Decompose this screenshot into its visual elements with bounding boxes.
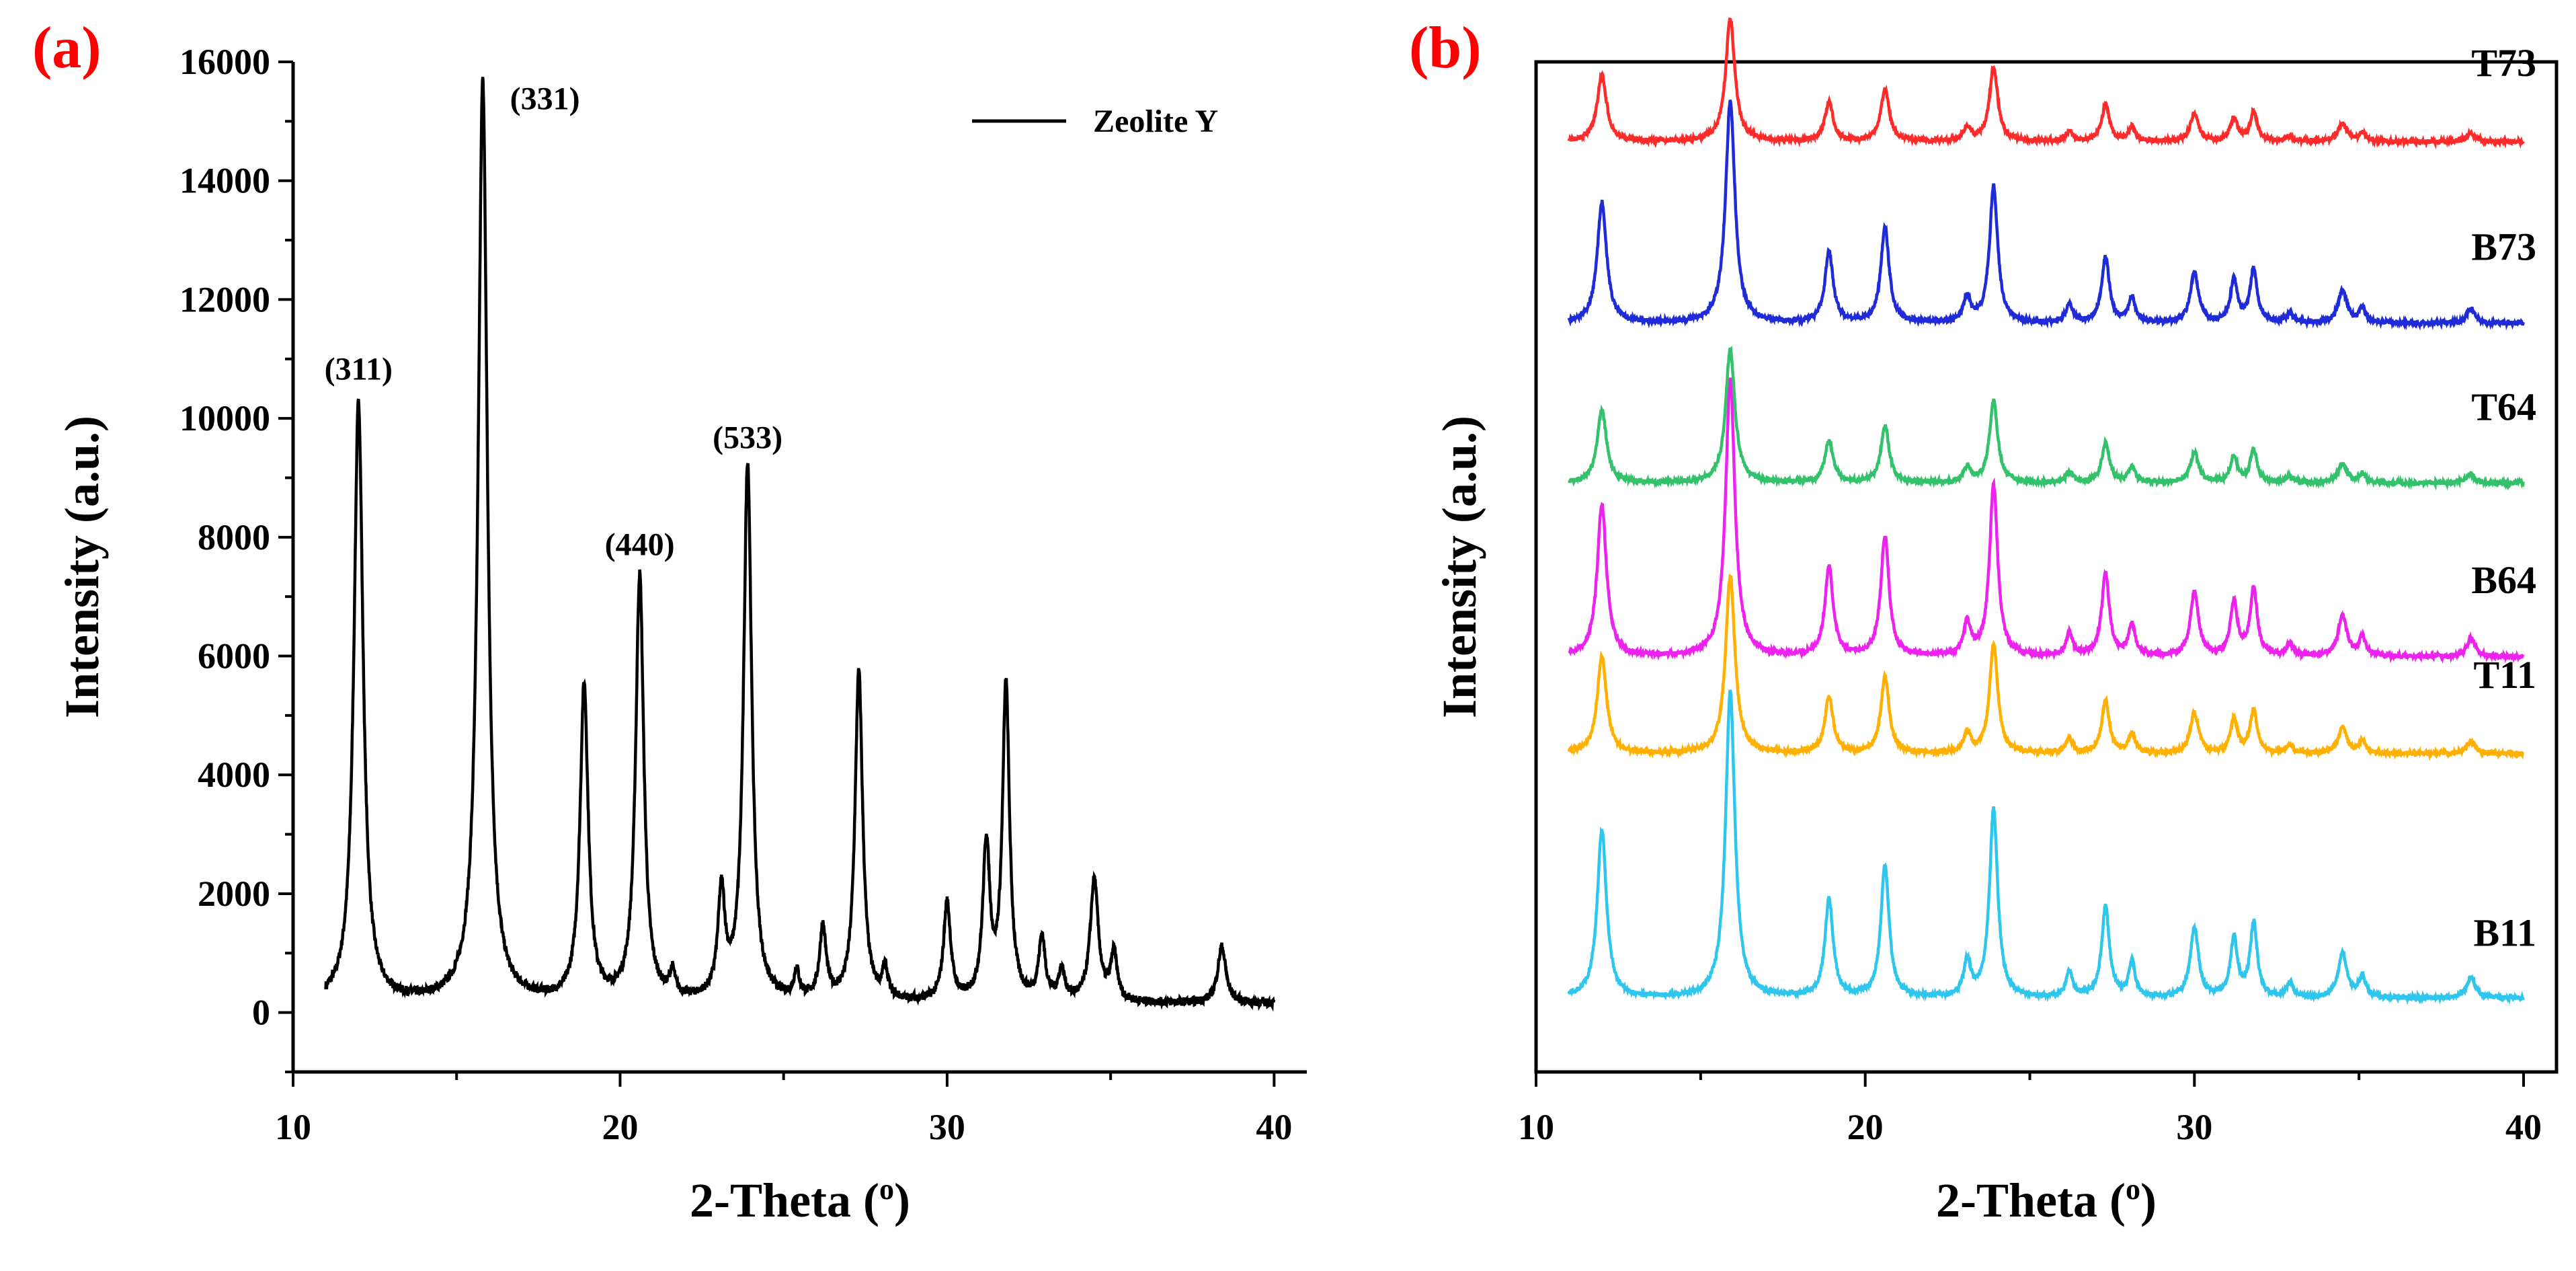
panel-b-series-b64 (1568, 377, 2525, 664)
panel-b-series-label-b11: B11 (2474, 911, 2537, 954)
panel-a-ytick-label: 0 (252, 993, 270, 1033)
panel-a-peak-annotation: (533) (713, 420, 782, 455)
panel-b-label: (b) (1409, 15, 1482, 81)
panel-b-series-t64 (1568, 345, 2525, 491)
panel-a-xtick-label: 20 (602, 1107, 638, 1147)
panel-a-legend-label: Zeolite Y (1093, 104, 1218, 139)
panel-b-ylabel: Intensity (a.u.) (1433, 416, 1486, 718)
panel-b-xtick-label: 30 (2176, 1107, 2212, 1147)
panel-a-peak-annotation: (311) (325, 352, 393, 387)
panel-b: (b) Intensity (a.u.) 10 20 30 40 2-Theta (o) T7… (1409, 15, 2559, 1227)
panel-b-series-label-t11: T11 (2474, 653, 2537, 697)
panel-a-ytick-label: 2000 (198, 874, 270, 914)
panel-a: (a) 0 2000 4000 6000 8000 10000 12000 14000 16000… (32, 15, 1307, 1227)
panel-b-series-label-b73: B73 (2471, 225, 2536, 268)
panel-b-frame (1534, 60, 2559, 1074)
panel-a-xtick-label: 40 (1256, 1107, 1292, 1147)
panel-b-series-b11 (1567, 689, 2525, 1005)
panel-a-xtick-label: 10 (275, 1107, 311, 1147)
panel-a-ytick-label: 6000 (198, 636, 270, 677)
panel-a-xtick-label: 30 (929, 1107, 965, 1147)
panel-a-ytick-label: 14000 (179, 161, 270, 201)
panel-a-ytick-label: 8000 (198, 517, 270, 557)
panel-a-label: (a) (32, 15, 102, 81)
panel-a-ytick-label: 4000 (198, 755, 270, 795)
panel-a-series-zeolite-y (324, 77, 1276, 1012)
panel-a-ytick-label: 10000 (179, 398, 270, 438)
panel-a-peak-annotation: (331) (510, 81, 580, 117)
panel-b-xtick-label: 10 (1518, 1107, 1554, 1147)
panel-b-series-t11 (1567, 573, 2525, 761)
panel-a-xlabel: 2-Theta (o) (690, 1173, 910, 1227)
panel-b-series-label-t73: T73 (2471, 41, 2536, 85)
panel-b-series-t73 (1567, 17, 2525, 150)
panel-a-peak-annotation: (440) (605, 527, 675, 562)
panel-b-xtick-label: 40 (2505, 1107, 2542, 1147)
panel-a-ytick-label: 12000 (179, 279, 270, 319)
panel-b-xlabel: 2-Theta (o) (1936, 1173, 2157, 1227)
panel-a-ylabel: Intensity (a.u.) (55, 416, 109, 718)
panel-b-series-label-t64: T64 (2471, 385, 2536, 429)
panel-a-ytick-label: 16000 (179, 42, 270, 82)
panel-b-xtick-label: 20 (1847, 1107, 1884, 1147)
panel-b-series-label-b64: B64 (2471, 558, 2536, 602)
panel-b-series-b73 (1567, 100, 2525, 331)
